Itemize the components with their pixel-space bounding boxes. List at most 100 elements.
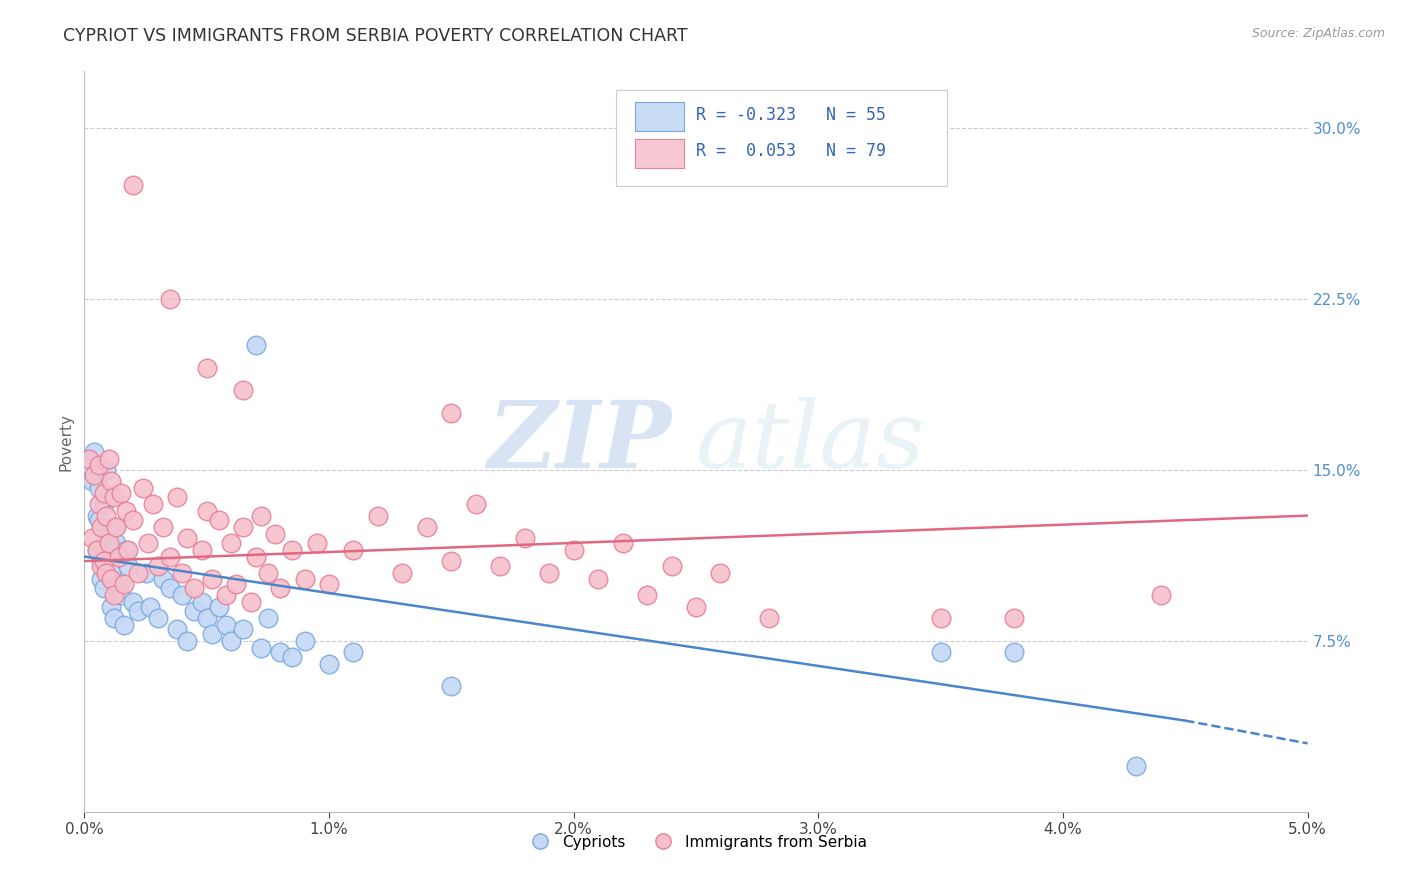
Point	[166, 623, 188, 637]
Point	[176, 532, 198, 546]
Point	[440, 554, 463, 568]
Point	[93, 485, 115, 500]
Point	[232, 623, 254, 637]
Point	[176, 633, 198, 648]
Point	[195, 360, 218, 375]
Point	[661, 558, 683, 573]
Point	[87, 497, 110, 511]
Point	[107, 577, 129, 591]
Point	[183, 604, 205, 618]
Point	[318, 577, 340, 591]
Point	[152, 520, 174, 534]
Point	[152, 573, 174, 587]
Point	[93, 554, 115, 568]
Point	[110, 485, 132, 500]
Point	[135, 566, 157, 580]
Point	[489, 558, 512, 573]
Point	[342, 542, 364, 557]
Point	[100, 475, 122, 489]
Point	[257, 611, 280, 625]
Point	[86, 542, 108, 557]
Point	[96, 532, 118, 546]
Point	[86, 542, 108, 557]
Point	[264, 526, 287, 541]
Point	[440, 406, 463, 420]
Point	[93, 582, 115, 596]
Point	[90, 520, 112, 534]
Point	[112, 577, 135, 591]
Point	[281, 542, 304, 557]
Point	[103, 520, 125, 534]
Point	[232, 384, 254, 398]
Point	[93, 497, 115, 511]
Point	[136, 536, 159, 550]
Point	[96, 508, 118, 523]
Point	[87, 458, 110, 473]
FancyBboxPatch shape	[636, 103, 683, 130]
Point	[562, 542, 585, 557]
FancyBboxPatch shape	[636, 139, 683, 168]
Point	[86, 508, 108, 523]
Point	[97, 451, 120, 466]
Legend: Cypriots, Immigrants from Serbia: Cypriots, Immigrants from Serbia	[519, 829, 873, 856]
Point	[416, 520, 439, 534]
Text: atlas: atlas	[696, 397, 925, 486]
Text: R =  0.053   N = 79: R = 0.053 N = 79	[696, 142, 886, 160]
Point	[77, 451, 100, 466]
Point	[464, 497, 486, 511]
Point	[929, 645, 952, 659]
Point	[929, 611, 952, 625]
Point	[122, 513, 145, 527]
Point	[97, 549, 120, 564]
Point	[195, 611, 218, 625]
Point	[586, 573, 609, 587]
Point	[245, 337, 267, 351]
Point	[249, 508, 271, 523]
Point	[105, 520, 128, 534]
Point	[195, 504, 218, 518]
Point	[172, 566, 194, 580]
Point	[225, 577, 247, 591]
Point	[115, 542, 138, 557]
Point	[105, 536, 128, 550]
Point	[122, 178, 145, 193]
Point	[159, 549, 181, 564]
Point	[112, 618, 135, 632]
Point	[294, 633, 316, 648]
Point	[100, 599, 122, 614]
Point	[142, 497, 165, 511]
Point	[103, 611, 125, 625]
Point	[219, 536, 242, 550]
Point	[97, 536, 120, 550]
Point	[239, 595, 262, 609]
Point	[159, 582, 181, 596]
Point	[146, 558, 169, 573]
Y-axis label: Poverty: Poverty	[58, 412, 73, 471]
Point	[709, 566, 731, 580]
Point	[80, 475, 103, 489]
Point	[318, 657, 340, 671]
Point	[191, 595, 214, 609]
Point	[269, 645, 291, 659]
Point	[103, 491, 125, 505]
Point	[685, 599, 707, 614]
Point	[127, 604, 149, 618]
Point	[281, 649, 304, 664]
Point	[257, 566, 280, 580]
Point	[117, 542, 139, 557]
FancyBboxPatch shape	[616, 90, 946, 186]
Point	[80, 532, 103, 546]
Point	[1150, 588, 1173, 602]
Point	[249, 640, 271, 655]
Point	[90, 554, 112, 568]
Point	[538, 566, 561, 580]
Point	[305, 536, 328, 550]
Text: ZIP: ZIP	[488, 397, 672, 486]
Point	[115, 504, 138, 518]
Point	[513, 532, 536, 546]
Point	[294, 573, 316, 587]
Point	[208, 599, 231, 614]
Text: R = -0.323   N = 55: R = -0.323 N = 55	[696, 106, 886, 124]
Point	[232, 520, 254, 534]
Point	[219, 633, 242, 648]
